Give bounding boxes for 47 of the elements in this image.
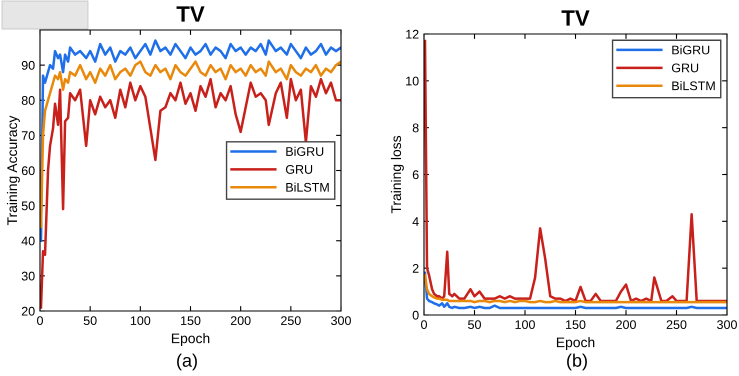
legend-label: BiLSTM (672, 81, 715, 90)
chart-title: TV (176, 6, 205, 22)
x-tick-label: 100 (516, 320, 535, 330)
legend-label: BiGRU (672, 45, 710, 54)
x-tick-label: 0 (421, 320, 427, 330)
x-tick-label: 300 (717, 320, 737, 330)
y-tick-label: 8 (412, 123, 419, 132)
legend-label: BiLSTM (286, 182, 329, 192)
x-tick-label: 100 (130, 316, 150, 326)
y-tick-label: 70 (22, 131, 35, 140)
y-tick-label: 50 (22, 201, 35, 210)
y-tick-label: 20 (22, 306, 35, 316)
x-tick-label: 150 (181, 316, 200, 326)
line-series (40, 60, 341, 228)
legend-label: BiGRU (286, 146, 324, 156)
x-tick-label: 0 (37, 316, 43, 326)
x-tick-label: 250 (666, 320, 686, 330)
x-tick-label: 50 (84, 316, 97, 326)
y-tick-label: 4 (412, 217, 419, 226)
y-tick-label: 80 (22, 96, 35, 105)
x-axis-title: Epoch (556, 337, 594, 350)
x-tick-label: 50 (468, 320, 481, 330)
legend-label: GRU (672, 63, 698, 72)
legend-label: GRU (286, 165, 312, 174)
text: (b) (567, 354, 587, 370)
y-axis-title: Training Accuracy (6, 116, 20, 226)
text: (a) (177, 354, 197, 370)
chart-title: TV (562, 10, 590, 26)
y-tick-label: 40 (22, 236, 35, 246)
y-tick-label: 10 (406, 76, 419, 86)
x-tick-label: 200 (230, 316, 251, 326)
x-tick-label: 200 (616, 320, 636, 330)
line-series (424, 40, 727, 302)
y-tick-label: 30 (22, 272, 35, 281)
y-axis-title: Training loss (390, 136, 404, 214)
line-series (40, 78, 341, 309)
y-tick-label: 2 (412, 264, 419, 273)
line-series (424, 272, 727, 310)
x-tick-label: 150 (566, 320, 586, 330)
x-axis-title: Epoch (172, 333, 210, 346)
y-tick-label: 6 (412, 170, 419, 180)
x-tick-label: 300 (331, 316, 351, 326)
x-tick-label: 250 (281, 316, 301, 326)
y-tick-label: 90 (22, 60, 35, 70)
y-tick-label: 60 (22, 166, 35, 176)
line-series (424, 274, 727, 304)
y-tick-label: 12 (406, 30, 419, 39)
